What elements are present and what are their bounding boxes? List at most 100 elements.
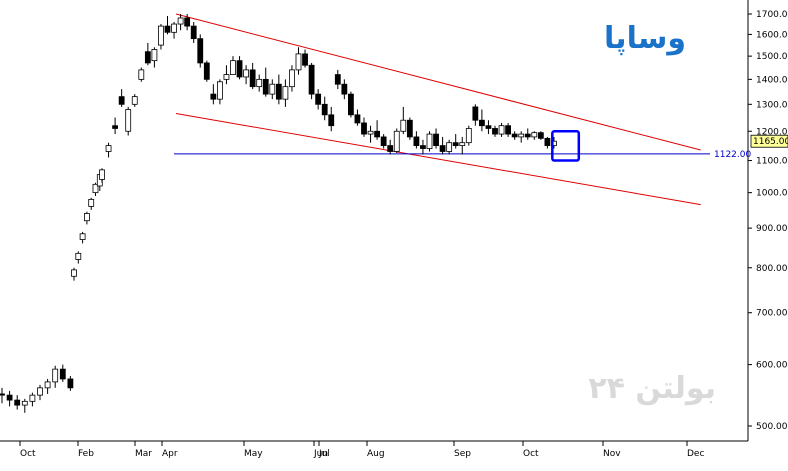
candle bbox=[75, 251, 82, 264]
candle-body bbox=[302, 53, 308, 66]
candle-body bbox=[171, 23, 177, 33]
candle-body bbox=[347, 93, 354, 116]
candle bbox=[518, 131, 525, 143]
candle bbox=[216, 79, 223, 105]
candle-body bbox=[177, 17, 184, 25]
candle bbox=[478, 109, 485, 132]
candle bbox=[367, 125, 374, 143]
candle bbox=[190, 22, 197, 43]
candle-body bbox=[354, 114, 361, 124]
candle bbox=[67, 376, 74, 391]
y-tick-label: 500.00 bbox=[756, 422, 788, 432]
candle-body bbox=[99, 169, 105, 180]
y-tick-label: 1000.00 bbox=[756, 189, 788, 199]
candle bbox=[426, 131, 433, 152]
candle bbox=[197, 34, 204, 68]
candle-body bbox=[59, 368, 66, 380]
candle bbox=[79, 231, 86, 244]
candle-body bbox=[518, 133, 525, 138]
candle bbox=[151, 47, 158, 68]
candle bbox=[84, 211, 90, 225]
candle bbox=[334, 69, 341, 90]
candle-body bbox=[197, 38, 204, 64]
candle bbox=[158, 24, 164, 50]
candle bbox=[302, 49, 308, 68]
x-tick-label: Oct bbox=[20, 449, 36, 459]
candle bbox=[230, 56, 236, 75]
candle-body bbox=[315, 93, 322, 105]
candle-body bbox=[406, 119, 413, 138]
x-tick-label: Sep bbox=[454, 449, 471, 459]
y-tick-label: 1100.00 bbox=[756, 157, 788, 167]
candle-body bbox=[485, 125, 492, 129]
candle bbox=[465, 125, 472, 146]
candle-body bbox=[21, 400, 28, 406]
y-tick-label: 900.00 bbox=[756, 224, 788, 234]
candle bbox=[164, 15, 171, 35]
channel-lower-line bbox=[175, 113, 701, 206]
y-tick-label: 600.00 bbox=[756, 361, 788, 371]
y-axis-ticks: 500.00 600.00 700.00 800.00 900.00 1000.00 110… bbox=[748, 10, 788, 432]
candle bbox=[498, 122, 505, 137]
channel-upper-line bbox=[175, 13, 701, 151]
candle-body bbox=[164, 25, 171, 33]
candle-body bbox=[14, 399, 21, 406]
candle-body bbox=[505, 125, 512, 135]
candle bbox=[393, 128, 400, 153]
candle bbox=[446, 139, 453, 155]
candle bbox=[223, 65, 230, 85]
candle-body bbox=[465, 128, 472, 144]
candle bbox=[505, 122, 512, 137]
x-tick-label: Dec bbox=[687, 449, 704, 459]
candle-body bbox=[256, 78, 263, 88]
candle bbox=[275, 74, 282, 105]
candle-body bbox=[223, 74, 230, 80]
candle-body bbox=[544, 137, 551, 146]
candle-body bbox=[400, 119, 407, 132]
x-tick-label: Jun bbox=[313, 449, 328, 459]
candle bbox=[511, 131, 518, 140]
candle bbox=[144, 42, 151, 66]
candle bbox=[485, 120, 492, 135]
candle-body bbox=[308, 64, 315, 95]
candle-body bbox=[452, 142, 459, 146]
candle-body bbox=[184, 17, 191, 27]
candle bbox=[6, 390, 13, 407]
candle-body bbox=[289, 69, 295, 88]
candle bbox=[177, 14, 184, 31]
candle-body bbox=[230, 60, 236, 75]
candle-body bbox=[426, 133, 433, 149]
candle-body bbox=[249, 69, 256, 88]
candle bbox=[262, 67, 269, 97]
candle-body bbox=[262, 78, 269, 95]
candle-body bbox=[374, 130, 381, 138]
x-tick-label: Oct bbox=[523, 449, 539, 459]
candle bbox=[374, 120, 381, 140]
candle bbox=[544, 136, 551, 149]
candle-body bbox=[105, 145, 112, 152]
candle bbox=[37, 384, 43, 401]
y-tick-label: 1300.00 bbox=[756, 100, 788, 110]
candle bbox=[400, 106, 407, 135]
candle bbox=[524, 128, 531, 140]
candle-body bbox=[75, 252, 82, 260]
candle bbox=[21, 398, 28, 413]
candle-body bbox=[29, 394, 36, 402]
candle bbox=[44, 378, 51, 394]
candle bbox=[138, 67, 145, 82]
candle-body bbox=[210, 93, 217, 100]
candle-body bbox=[236, 60, 243, 78]
candle-body bbox=[151, 49, 158, 62]
candle bbox=[354, 109, 361, 126]
y-tick-label: 700.00 bbox=[756, 309, 788, 319]
candle-body bbox=[37, 387, 43, 396]
candle bbox=[321, 96, 328, 121]
candle bbox=[59, 364, 66, 382]
y-tick-label: 1200.00 bbox=[756, 127, 788, 137]
trend-channel bbox=[175, 13, 701, 206]
candle bbox=[537, 131, 544, 140]
candle bbox=[459, 136, 466, 155]
candle bbox=[295, 47, 302, 75]
